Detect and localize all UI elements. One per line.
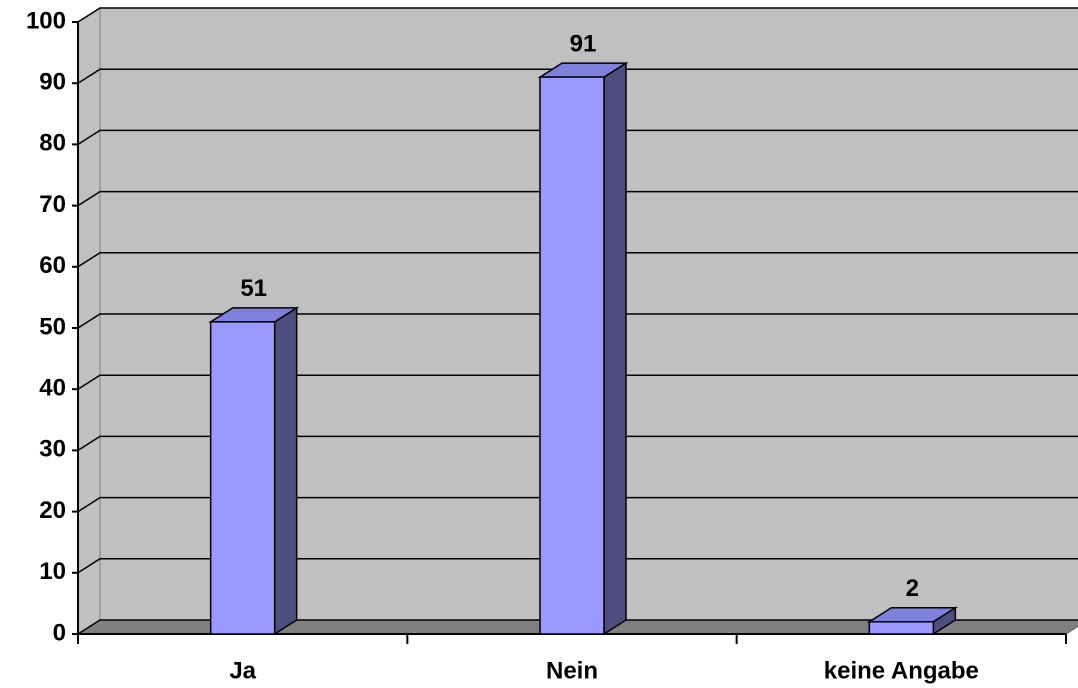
y-tick-label: 70 [39, 191, 66, 218]
grid-line [77, 558, 1078, 574]
y-tick-label: 100 [26, 7, 66, 34]
value-label: 2 [906, 575, 919, 602]
y-tick-label: 30 [39, 436, 66, 463]
y-tick-label: 50 [39, 313, 66, 340]
grid-line [77, 313, 1078, 329]
bar [539, 76, 605, 635]
grid-line [77, 190, 1078, 207]
y-tick-label: 60 [39, 252, 66, 279]
grid-line [77, 7, 1078, 23]
grid-line [77, 252, 1078, 268]
grid-line [77, 129, 1078, 146]
grid-line [77, 619, 1078, 635]
bar [868, 621, 935, 635]
grid-line [77, 435, 1078, 452]
grid-line [77, 496, 1078, 513]
value-label: 51 [240, 275, 267, 302]
y-tick-label: 0 [53, 619, 66, 646]
bar-side [273, 306, 298, 636]
y-tick-label: 40 [39, 375, 66, 402]
x-tick-label: Nein [546, 657, 598, 684]
x-tick-label: keine Angabe [824, 657, 979, 684]
y-tick-label: 90 [39, 69, 66, 96]
grid-line [77, 374, 1078, 390]
bar-side [603, 61, 627, 636]
bar [209, 321, 276, 635]
y-tick-label: 10 [39, 558, 66, 585]
y-tick-label: 80 [39, 130, 66, 157]
grid-line [77, 68, 1078, 84]
value-label: 91 [570, 30, 597, 57]
x-tick-label: Ja [229, 657, 256, 684]
y-tick-label: 20 [39, 497, 66, 524]
